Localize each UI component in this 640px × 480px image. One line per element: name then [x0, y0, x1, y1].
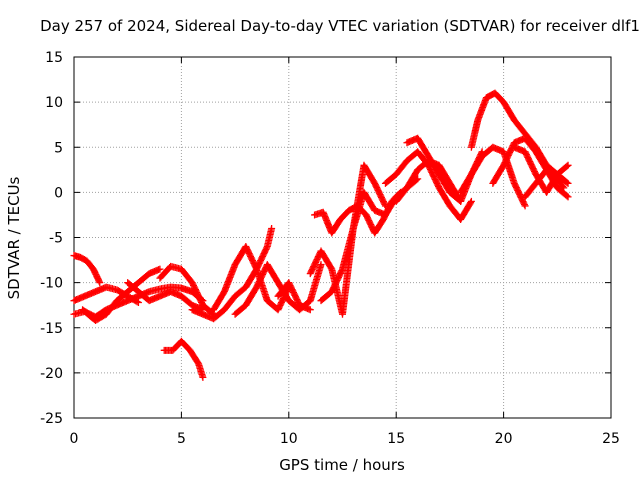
series-track-14 [311, 188, 404, 237]
series-track-15 [381, 148, 475, 223]
series-track-13 [317, 175, 422, 305]
grid [74, 57, 611, 418]
data-points [70, 89, 572, 381]
data-point [520, 201, 528, 209]
data-point [563, 192, 571, 200]
y-tick-label: 0 [54, 185, 63, 201]
series-track-1 [70, 252, 104, 287]
x-tick-label: 10 [280, 431, 298, 447]
x-tick-label: 5 [177, 431, 186, 447]
data-point [564, 193, 572, 201]
data-point [559, 183, 567, 191]
series-track-5 [124, 279, 207, 314]
y-tick-label: 15 [45, 50, 63, 66]
y-tick-label: 5 [54, 140, 63, 156]
series-track-7 [160, 337, 207, 381]
data-point [564, 179, 572, 187]
y-tick-label: 10 [45, 95, 63, 111]
data-point [564, 161, 572, 169]
x-tick-label: 20 [495, 431, 513, 447]
y-axis-label: SDTVAR / TECUs [5, 176, 23, 299]
series-track-21 [510, 143, 572, 196]
y-tick-label: -15 [40, 321, 63, 337]
data-point [563, 162, 571, 170]
data-point [268, 224, 276, 232]
chart-title: Day 257 of 2024, Sidereal Day-to-day VTE… [40, 17, 640, 35]
x-tick-label: 0 [70, 431, 79, 447]
series-track-4 [79, 265, 164, 325]
x-tick-label: 15 [387, 431, 405, 447]
x-axis-label: GPS time / hours [279, 456, 405, 474]
series-track-18 [457, 143, 529, 210]
series-track-22 [521, 166, 568, 201]
data-point [456, 196, 464, 204]
data-point [96, 279, 104, 287]
data-point [306, 306, 314, 314]
y-tick-label: -10 [40, 276, 63, 292]
y-tick-label: -25 [40, 411, 63, 427]
y-tick-label: -5 [49, 231, 63, 247]
x-tick-label: 25 [602, 431, 620, 447]
series-track-19 [467, 89, 572, 187]
data-point [317, 261, 325, 269]
data-point [467, 197, 475, 205]
data-point [156, 265, 164, 273]
data-point [467, 199, 475, 207]
y-axis-ticks: -25 -20 -15 -10 -5 0 5 10 15 [40, 50, 611, 427]
data-point [560, 184, 568, 192]
series-track-12 [306, 161, 389, 318]
series-track-11 [274, 279, 314, 314]
data-point [199, 373, 207, 381]
y-tick-label: -20 [40, 366, 63, 382]
x-axis-ticks: 0 5 10 15 20 25 [70, 57, 620, 447]
data-point [521, 202, 529, 210]
data-point [134, 298, 142, 306]
data-point [563, 178, 571, 186]
data-point [457, 197, 465, 205]
series-track-17 [392, 157, 465, 205]
